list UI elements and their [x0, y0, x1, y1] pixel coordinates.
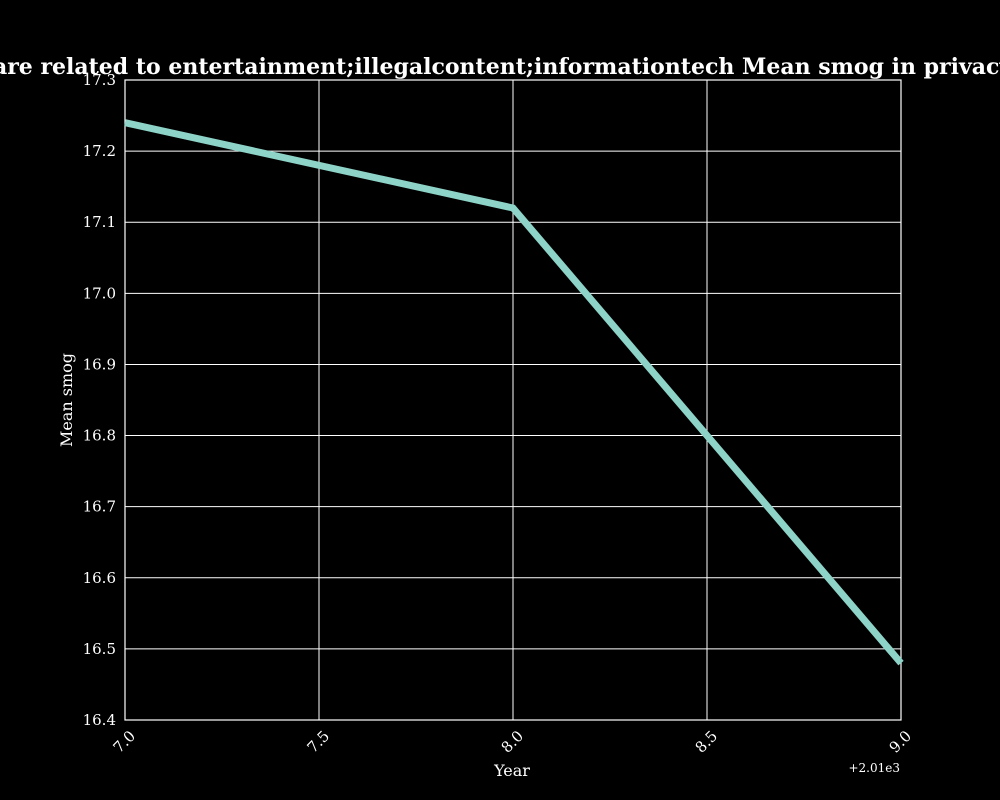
- y-tick-label: 16.6: [83, 569, 116, 587]
- plot-frame: [124, 79, 902, 721]
- x-axis-label: Year: [493, 761, 530, 780]
- y-tick-label: 16.7: [83, 498, 116, 516]
- y-tick-label: 17.2: [83, 142, 116, 160]
- y-tick-label: 17.1: [83, 213, 116, 231]
- x-tick-label: 7.5: [304, 727, 334, 757]
- y-tick-label: 17.3: [83, 71, 116, 89]
- series-line: [124, 119, 904, 666]
- y-tick-label: 16.9: [83, 355, 116, 373]
- x-tick-label: 8.0: [498, 727, 528, 757]
- x-tick-label: 7.0: [110, 727, 140, 757]
- x-tick-label: 9.0: [886, 727, 916, 757]
- chart-title: en categories are related to entertainme…: [0, 54, 1000, 80]
- y-axis-label: Mean smog: [57, 353, 76, 447]
- y-tick-label: 17.0: [83, 284, 116, 302]
- x-offset-label: +2.01e3: [848, 761, 900, 775]
- y-tick-label: 16.8: [83, 427, 116, 445]
- y-tick-labels: 16.4 16.5 16.6 16.7 16.8 16.9 17.0 17.1 17.2 17.3: [83, 71, 116, 729]
- series-layer: [124, 119, 904, 666]
- y-tick-label: 16.5: [83, 640, 116, 658]
- y-tick-label: 16.4: [83, 711, 116, 729]
- x-tick-labels: 7.0 7.5 8.0 8.5 9.0: [110, 727, 916, 757]
- grid: [124, 79, 902, 721]
- x-tick-label: 8.5: [692, 727, 722, 757]
